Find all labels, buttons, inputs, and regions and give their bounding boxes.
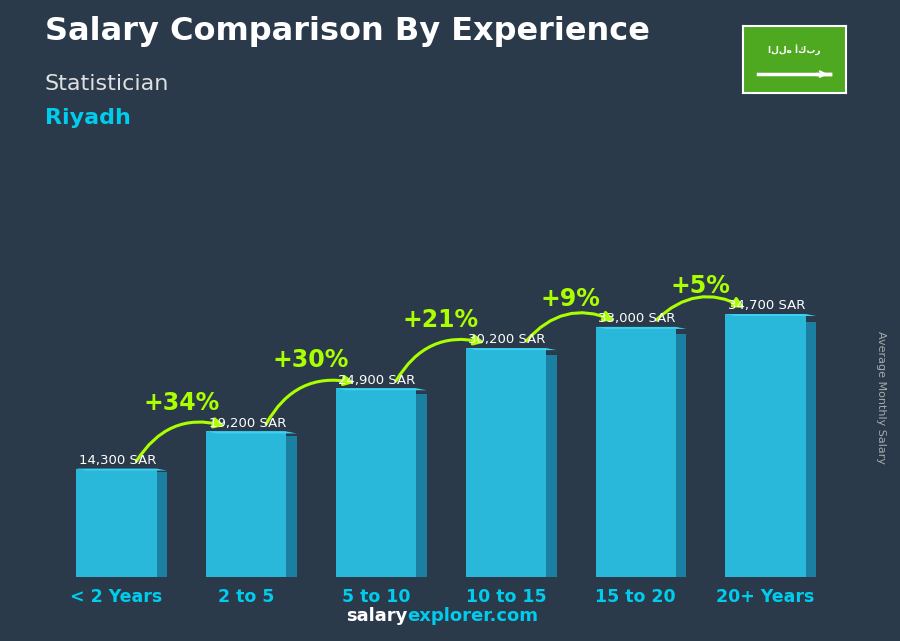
Bar [336, 388, 417, 577]
Text: 33,000 SAR: 33,000 SAR [598, 312, 676, 325]
Bar [546, 355, 556, 577]
Polygon shape [725, 314, 816, 316]
Text: Statistician: Statistician [45, 74, 169, 94]
Text: +21%: +21% [403, 308, 479, 332]
Text: +5%: +5% [670, 274, 731, 297]
Text: 24,900 SAR: 24,900 SAR [338, 374, 416, 387]
Bar [286, 436, 297, 577]
Text: +9%: +9% [541, 287, 601, 311]
Bar [465, 348, 546, 577]
Bar [417, 394, 427, 577]
Text: 30,200 SAR: 30,200 SAR [468, 333, 545, 346]
Polygon shape [206, 431, 297, 433]
Bar [676, 335, 687, 577]
Text: +34%: +34% [143, 391, 220, 415]
Polygon shape [76, 469, 167, 470]
Polygon shape [465, 348, 556, 350]
Text: الله أكبر: الله أكبر [768, 44, 821, 54]
Text: 14,300 SAR: 14,300 SAR [79, 454, 156, 467]
Bar [76, 469, 157, 577]
Text: Salary Comparison By Experience: Salary Comparison By Experience [45, 16, 650, 47]
Text: Average Monthly Salary: Average Monthly Salary [877, 331, 886, 464]
Text: 34,700 SAR: 34,700 SAR [728, 299, 806, 312]
Text: 19,200 SAR: 19,200 SAR [209, 417, 286, 429]
Bar [157, 472, 167, 577]
Bar [725, 314, 806, 577]
Text: explorer.com: explorer.com [408, 607, 539, 625]
Text: salary: salary [346, 607, 408, 625]
Bar [806, 322, 816, 577]
Polygon shape [596, 327, 687, 329]
Text: +30%: +30% [273, 348, 349, 372]
Bar [206, 431, 286, 577]
Polygon shape [336, 388, 427, 390]
Bar [596, 327, 676, 577]
Text: Riyadh: Riyadh [45, 108, 130, 128]
